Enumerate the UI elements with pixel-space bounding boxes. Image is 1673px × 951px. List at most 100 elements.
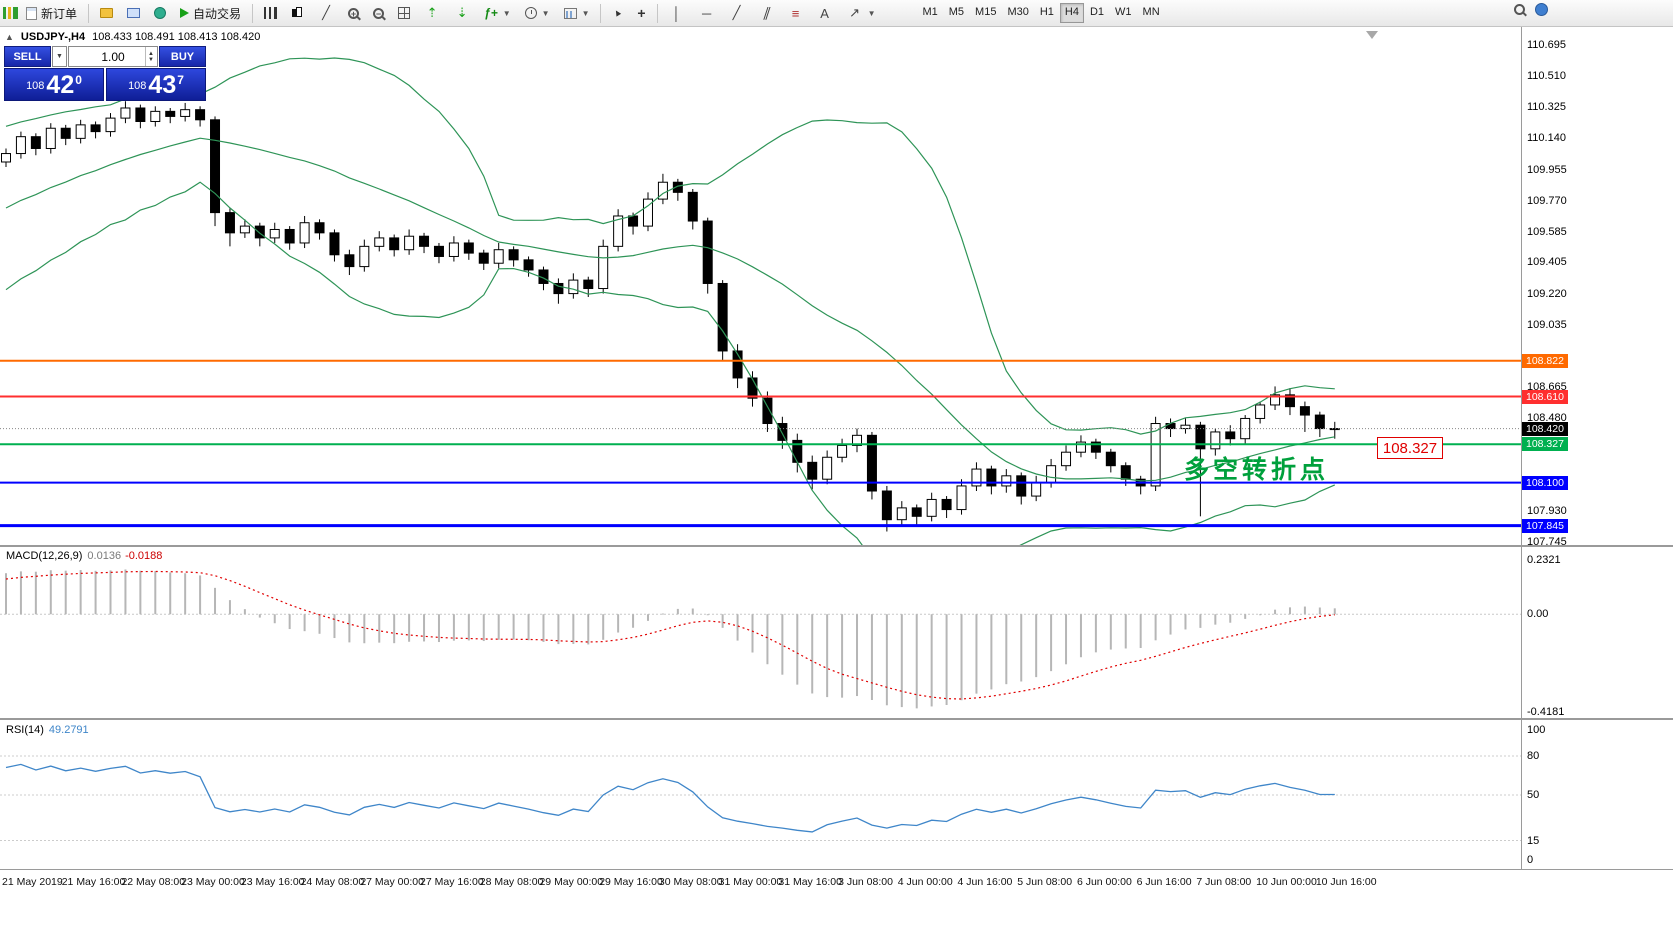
price-axis[interactable]: 110.695 110.510 110.325 110.140 109.955 109.7… [1522,27,1673,869]
charts-button[interactable] [121,2,146,24]
price-tag-108.100[interactable]: 108.100 [1522,475,1568,490]
bid-price-tag: 108.420 [1522,421,1568,436]
timeframe-d1[interactable]: D1 [1089,6,1105,18]
timeframe-m1[interactable]: M1 [922,6,938,18]
time-label: 31 May 00:00 [718,876,783,888]
volume-stepper[interactable]: ▲ ▼ [145,47,156,66]
price-tag-108.327[interactable]: 108.327 [1522,437,1568,452]
periods-icon [524,7,537,19]
new-order-label: 新订单 [41,6,78,21]
tile-windows-button[interactable] [392,2,416,24]
templates-button[interactable]: ▼ [558,2,596,24]
macd-pane [0,569,1521,709]
price-tag-108.822[interactable]: 108.822 [1522,353,1568,368]
channel-icon: ∥ [761,5,773,20]
channel-button[interactable]: ∥ [753,2,781,24]
text-tool-button[interactable]: A [811,2,839,24]
candlestick-chart-button[interactable] [285,2,310,24]
price-axis-label: 109.955 [1527,163,1567,176]
timeframe-group: M1 M5 M15 M30 H1 H4 D1 W1 MN [917,3,1164,23]
line-chart-button[interactable]: ╱ [312,2,340,24]
profiles-button[interactable] [94,2,119,24]
timeframe-m5[interactable]: M5 [948,6,965,18]
search-icon[interactable] [1514,4,1525,15]
auto-arrange-button[interactable]: ⇡ [418,2,446,24]
price-callout-box[interactable]: 108.327 [1377,437,1443,459]
order-type-dropdown[interactable]: ▼ [52,46,67,67]
arrange-down-icon: ⇣ [456,5,468,20]
pane-separator-macd-rsi[interactable] [0,718,1673,720]
bollinger-lo [5,181,1336,545]
buy-price-sup: 7 [177,73,184,87]
price-tag-107.845[interactable]: 107.845 [1522,518,1568,533]
arrows-tool-icon: ↗ [849,5,861,20]
rsi-axis-label: 50 [1527,789,1540,801]
time-label: 21 May 16:00 [61,876,126,888]
macd-axis-label: 0.2321 [1527,553,1561,566]
market-watch-button[interactable] [148,2,172,24]
timeframe-mn[interactable]: MN [1142,6,1160,18]
price-axis-label: 109.220 [1527,287,1567,300]
toolbar-separator [88,3,90,23]
volume-input[interactable]: 1.00 ▲ ▼ [68,46,158,67]
time-label: 5 Jun 08:00 [1017,876,1073,888]
price-axis-border [1521,27,1522,869]
bollinger-mid [5,137,1335,482]
auto-trading-label: 自动交易 [193,6,242,21]
timeframe-m15[interactable]: M15 [975,6,997,18]
toolbar-separator [252,3,254,23]
zoom-out-button[interactable]: − [367,2,390,24]
time-label: 27 May 00:00 [360,876,424,888]
time-label: 7 Jun 08:00 [1196,876,1252,888]
price-axis-label: 110.325 [1527,101,1566,114]
cursor-button[interactable]: ▲ [606,2,629,24]
toolbar-right-group [1514,3,1548,16]
new-order-button[interactable]: 新订单 [20,2,83,24]
profiles-icon [100,8,114,18]
zoom-in-button[interactable]: + [342,2,365,24]
fibonacci-icon: ≡ [791,5,800,21]
bollinger-up [5,57,1335,435]
auto-trading-button[interactable]: 自动交易 [174,2,247,24]
rsi-value: 49.2791 [48,724,89,736]
timeframe-h1[interactable]: H1 [1039,6,1054,18]
time-axis[interactable]: 21 May 2019 21 May 16:00 22 May 08:00 23 Ma… [0,870,1521,896]
sell-price-button[interactable]: 108 42 0 [4,68,104,101]
pane-separator-main-macd[interactable] [0,545,1673,547]
arrange-windows-button[interactable]: ⇣ [448,2,476,24]
new-order-icon [26,6,37,20]
community-icon[interactable] [1535,3,1548,16]
bar-chart-button[interactable] [258,2,283,24]
timeframe-w1[interactable]: W1 [1115,6,1132,18]
arrows-tool-button[interactable]: ↗ ▼ [841,2,882,24]
buy-button[interactable]: BUY [159,46,206,67]
auto-trading-play-icon [180,8,190,18]
crosshair-button[interactable]: + [631,2,651,24]
timeframe-m30[interactable]: M30 [1007,6,1029,18]
one-click-toggle-icon[interactable]: ▲ [5,32,14,42]
vertical-line-icon: │ [672,5,681,21]
one-click-trading-panel: SELL ▼ 1.00 ▲ ▼ BUY 108 42 0 108 43 7 [4,46,206,101]
time-label: 6 Jun 00:00 [1076,876,1132,888]
timeframe-h4[interactable]: H4 [1059,3,1084,23]
templates-icon [563,7,577,19]
chart-shift-marker[interactable] [1366,31,1378,39]
chevron-down-icon: ▼ [581,8,590,18]
rsi-pane [0,755,1521,841]
periods-button[interactable]: ▼ [519,2,556,24]
buy-price-button[interactable]: 108 43 7 [106,68,206,101]
horizontal-line-button[interactable]: ─ [693,2,721,24]
price-tag-108.610[interactable]: 108.610 [1522,389,1568,404]
rsi-axis-label: 15 [1527,834,1540,847]
vertical-line-button[interactable]: │ [663,2,691,24]
trendline-button[interactable]: ╱ [723,2,751,24]
macd-value-1: 0.0136 [87,550,122,562]
chart-canvas[interactable] [0,0,1521,896]
price-axis-label: 109.770 [1527,194,1567,207]
crosshair-icon: + [637,5,646,21]
indicators-button[interactable]: ƒ+ ▼ [478,2,517,24]
sell-button[interactable]: SELL [4,46,51,67]
turning-point-annotation[interactable]: 多空转折点 [1184,456,1330,484]
fibonacci-button[interactable]: ≡ [783,2,809,24]
